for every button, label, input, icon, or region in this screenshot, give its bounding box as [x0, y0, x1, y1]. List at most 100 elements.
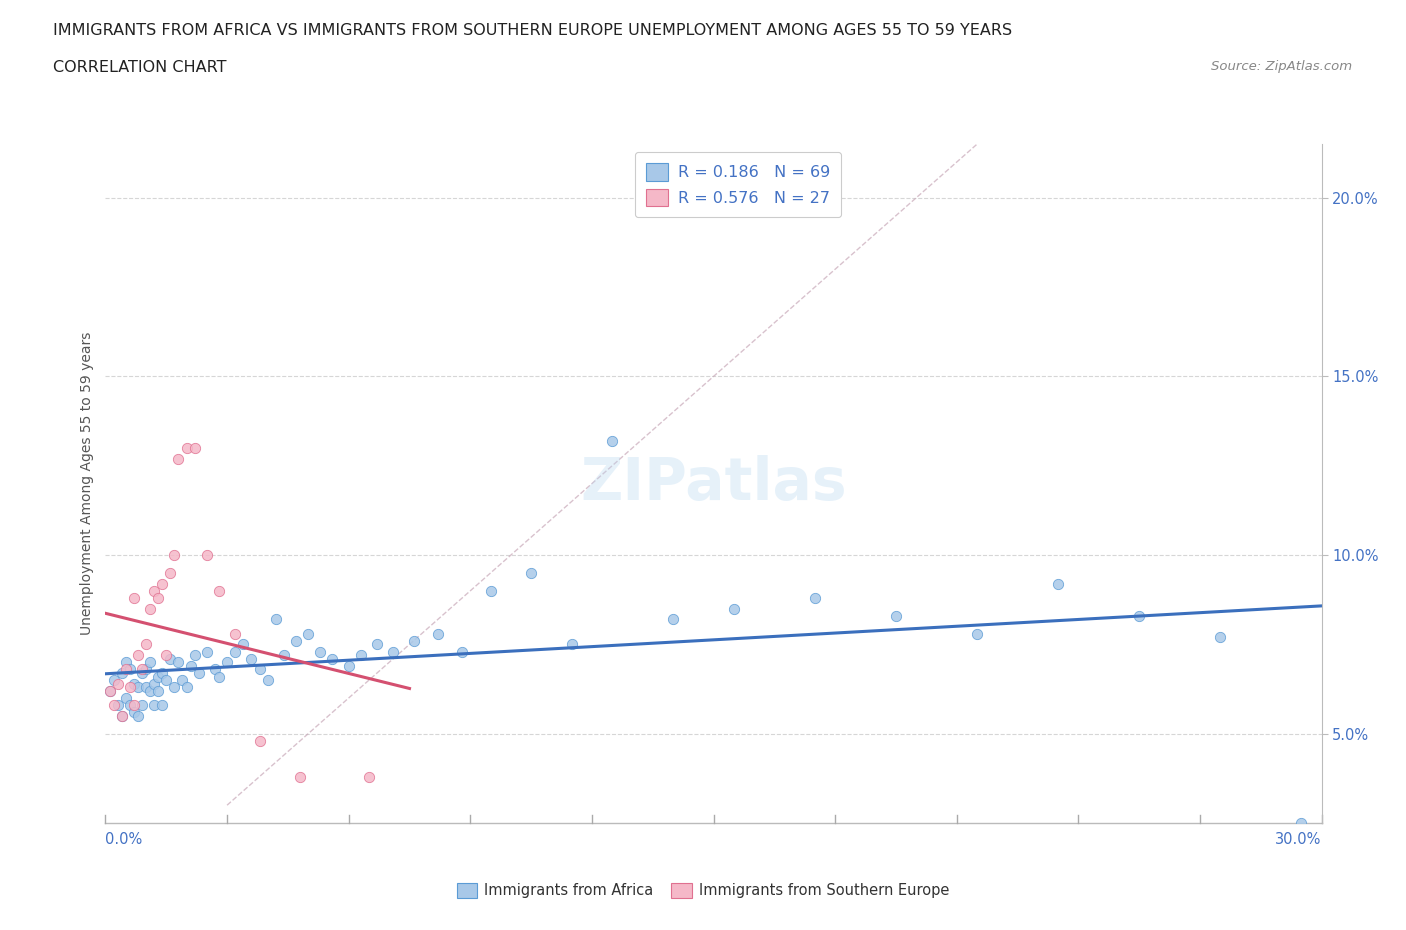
Point [150, 698, 173, 712]
Point [600, 433, 623, 448]
Point [337, 658, 360, 673]
Point [723, 601, 745, 616]
Point [107, 676, 129, 691]
Point [176, 680, 198, 695]
Point [111, 709, 134, 724]
Point [426, 626, 449, 641]
Point [103, 698, 125, 712]
Point [204, 662, 226, 677]
Point [114, 662, 136, 677]
Text: IMMIGRANTS FROM AFRICA VS IMMIGRANTS FROM SOUTHERN EUROPE UNEMPLOYMENT AMONG AGE: IMMIGRANTS FROM AFRICA VS IMMIGRANTS FRO… [53, 23, 1012, 38]
Text: ZIPatlas: ZIPatlas [581, 455, 846, 512]
Point [118, 662, 141, 677]
Point [249, 734, 271, 749]
Text: Source: ZipAtlas.com: Source: ZipAtlas.com [1212, 60, 1353, 73]
Point [402, 633, 425, 648]
Text: CORRELATION CHART: CORRELATION CHART [53, 60, 226, 75]
Point [1047, 577, 1070, 591]
Point [224, 626, 246, 641]
Text: 0.0%: 0.0% [105, 831, 142, 846]
Point [167, 451, 190, 466]
Point [98, 684, 121, 698]
Point [127, 680, 149, 695]
Point [163, 548, 186, 563]
Point [195, 644, 218, 659]
Point [224, 644, 246, 659]
Point [1209, 630, 1232, 644]
Point [150, 577, 173, 591]
Point [288, 769, 311, 784]
Point [1291, 816, 1313, 830]
Point [135, 680, 157, 695]
Point [131, 662, 153, 677]
Point [122, 698, 145, 712]
Point [321, 651, 343, 666]
Point [167, 655, 190, 670]
Point [122, 676, 145, 691]
Point [966, 626, 988, 641]
Point [127, 647, 149, 662]
Point [208, 583, 231, 598]
Point [1128, 608, 1150, 623]
Point [285, 633, 308, 648]
Point [180, 658, 202, 673]
Point [111, 666, 134, 681]
Point [183, 441, 205, 456]
Point [249, 662, 271, 677]
Point [520, 565, 543, 580]
Text: 30.0%: 30.0% [1275, 831, 1322, 846]
Point [273, 647, 295, 662]
Point [146, 591, 169, 605]
Point [118, 680, 141, 695]
Legend: Immigrants from Africa, Immigrants from Southern Europe: Immigrants from Africa, Immigrants from … [451, 877, 955, 904]
Point [479, 583, 502, 598]
Point [146, 669, 169, 684]
Point [350, 647, 373, 662]
Point [135, 662, 157, 677]
Y-axis label: Unemployment Among Ages 55 to 59 years: Unemployment Among Ages 55 to 59 years [80, 332, 94, 635]
Point [187, 666, 209, 681]
Point [150, 666, 173, 681]
Point [111, 709, 134, 724]
Point [232, 637, 254, 652]
Point [159, 651, 181, 666]
Point [662, 612, 685, 627]
Point [172, 672, 194, 687]
Point [107, 698, 129, 712]
Point [264, 612, 287, 627]
Point [143, 676, 166, 691]
Point [131, 666, 153, 681]
Legend: R = 0.186   N = 69, R = 0.576   N = 27: R = 0.186 N = 69, R = 0.576 N = 27 [634, 153, 841, 218]
Point [804, 591, 827, 605]
Point [183, 647, 205, 662]
Point [217, 655, 239, 670]
Point [176, 441, 198, 456]
Point [127, 709, 149, 724]
Point [131, 698, 153, 712]
Point [146, 684, 169, 698]
Point [451, 644, 474, 659]
Point [163, 680, 186, 695]
Point [114, 655, 136, 670]
Point [561, 637, 583, 652]
Point [103, 672, 125, 687]
Point [240, 651, 263, 666]
Point [139, 655, 162, 670]
Point [98, 684, 121, 698]
Point [114, 691, 136, 706]
Point [256, 672, 278, 687]
Point [208, 669, 231, 684]
Point [309, 644, 332, 659]
Point [297, 626, 319, 641]
Point [143, 583, 166, 598]
Point [195, 548, 218, 563]
Point [366, 637, 388, 652]
Point [155, 647, 177, 662]
Point [139, 684, 162, 698]
Point [382, 644, 405, 659]
Point [135, 637, 157, 652]
Point [143, 698, 166, 712]
Point [122, 591, 145, 605]
Point [159, 565, 181, 580]
Point [884, 608, 907, 623]
